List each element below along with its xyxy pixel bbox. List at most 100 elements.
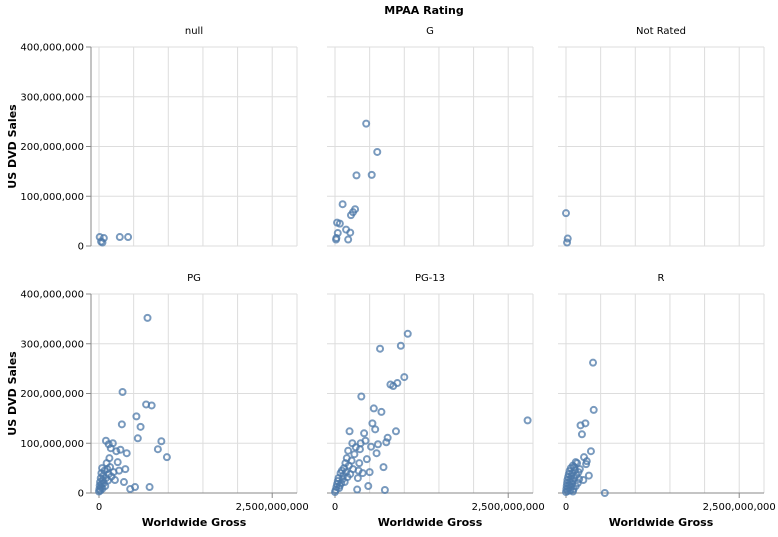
data-point	[523, 416, 532, 425]
y-axis-title: US DVD Sales	[6, 351, 19, 436]
data-point	[162, 453, 171, 462]
data-point	[373, 147, 382, 156]
data-point	[372, 449, 381, 458]
facet-title: G	[426, 26, 434, 37]
data-point	[589, 358, 598, 367]
points	[95, 313, 171, 496]
data-point	[157, 437, 166, 446]
data-point	[377, 407, 386, 416]
data-point	[357, 392, 366, 401]
x-tick-label: 0	[563, 502, 569, 513]
data-point	[345, 427, 354, 436]
data-point	[361, 436, 370, 445]
y-tick-label: 300,000,000	[20, 92, 84, 103]
data-point	[571, 458, 580, 467]
data-point	[584, 471, 593, 480]
data-point	[108, 439, 117, 448]
facet-pg: PG 0 100,000,000 200,000,000 300,000,000 400,…	[6, 273, 309, 529]
data-point	[367, 442, 376, 451]
data-point	[346, 228, 355, 237]
data-point	[112, 447, 121, 456]
data-point	[575, 465, 584, 474]
data-point	[582, 457, 591, 466]
data-point	[577, 430, 586, 439]
data-point	[350, 450, 359, 459]
data-point	[589, 405, 598, 414]
data-point	[581, 419, 590, 428]
gridlines	[327, 46, 534, 247]
gridlines	[327, 293, 534, 494]
facet-null: null 0 100,000,000 200,000,000 300,000,000 40…	[6, 26, 298, 253]
data-point	[110, 476, 119, 485]
data-point	[115, 233, 124, 242]
column-header-title: MPAA Rating	[384, 4, 463, 17]
gridlines	[91, 293, 298, 494]
data-point	[562, 209, 570, 218]
data-point	[118, 388, 127, 397]
data-point	[373, 440, 382, 449]
data-point	[124, 233, 133, 242]
gridlines	[91, 46, 298, 247]
data-point	[396, 341, 405, 350]
points	[562, 358, 609, 497]
data-point	[337, 479, 346, 488]
data-point	[403, 329, 412, 338]
data-point	[586, 447, 595, 456]
gridlines	[558, 46, 765, 247]
y-tick-label: 400,000,000	[20, 290, 84, 301]
data-point	[121, 465, 130, 474]
data-point	[353, 474, 362, 483]
data-point	[368, 419, 377, 428]
x-tick-label: 2,500,000,000	[236, 502, 309, 513]
data-point	[364, 482, 373, 491]
data-point	[358, 469, 367, 478]
data-point	[563, 238, 572, 247]
x-tick-label: 0	[332, 502, 338, 513]
data-point	[115, 466, 124, 475]
x-axis-title: Worldwide Gross	[142, 516, 247, 529]
data-point	[113, 458, 122, 467]
data-point	[352, 171, 361, 180]
points	[562, 209, 572, 247]
data-point	[122, 449, 131, 458]
data-point	[344, 446, 353, 455]
data-point	[119, 478, 128, 487]
data-point	[362, 455, 371, 464]
y-tick-label: 100,000,000	[20, 192, 84, 203]
data-point	[563, 234, 572, 243]
data-point	[391, 427, 400, 436]
x-tick-label: 2,500,000,000	[472, 502, 545, 513]
x-axis-title: Worldwide Gross	[609, 516, 714, 529]
data-point	[365, 468, 374, 477]
data-point	[369, 404, 378, 413]
data-point	[105, 454, 114, 463]
facet-title: null	[185, 26, 203, 37]
x-tick-label: 2,500,000,000	[703, 502, 776, 513]
data-point	[344, 235, 353, 244]
data-point	[99, 234, 108, 243]
data-point	[347, 456, 356, 465]
y-tick-label: 400,000,000	[20, 43, 84, 54]
data-point	[600, 489, 609, 497]
data-point	[380, 486, 389, 495]
y-tick-label: 100,000,000	[20, 439, 84, 450]
data-point	[382, 438, 391, 447]
x-axis-title: Worldwide Gross	[378, 516, 483, 529]
data-point	[147, 401, 156, 410]
data-point	[376, 344, 385, 353]
data-point	[371, 425, 380, 434]
data-point	[355, 459, 364, 468]
y-tick-label: 0	[78, 242, 84, 253]
y-tick-label: 200,000,000	[20, 142, 84, 153]
data-point	[575, 475, 584, 484]
data-point	[145, 483, 154, 492]
data-point	[362, 119, 371, 128]
points	[332, 119, 382, 244]
y-axis-title: US DVD Sales	[6, 104, 19, 189]
data-point	[335, 219, 344, 228]
data-point	[131, 483, 140, 492]
points	[95, 233, 133, 247]
data-point	[338, 200, 347, 209]
facet-title: R	[658, 273, 665, 284]
